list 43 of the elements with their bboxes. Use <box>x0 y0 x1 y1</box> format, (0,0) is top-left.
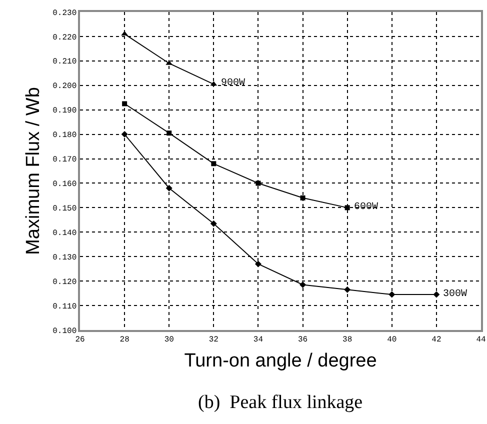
y-tick-label: 0.180 <box>52 131 77 140</box>
point <box>122 101 128 106</box>
y-tick-label: 0.130 <box>52 253 77 262</box>
y-tick-label: 0.110 <box>52 302 77 312</box>
x-tick-label: 36 <box>298 335 308 344</box>
series-label: 300W <box>443 289 468 300</box>
point <box>121 131 128 138</box>
point <box>211 161 216 166</box>
y-tick-label: 0.170 <box>52 156 77 165</box>
x-tick-label: 44 <box>476 335 486 344</box>
y-tick-label: 0.100 <box>52 326 77 336</box>
y-tick-label: 0.120 <box>52 278 77 287</box>
y-tick-label: 0.210 <box>52 58 77 67</box>
x-tick-label: 30 <box>164 335 174 344</box>
y-tick-label: 0.140 <box>52 228 77 238</box>
series-label: 900W <box>221 78 246 89</box>
x-axis-title: Turn-on angle / degree <box>184 350 377 372</box>
point <box>433 291 440 298</box>
y-tick-label: 0.160 <box>52 180 77 190</box>
point <box>300 282 306 288</box>
y-tick-label: 0.190 <box>52 106 77 116</box>
y-tick-label: 0.220 <box>52 33 77 42</box>
point <box>300 195 306 200</box>
y-tick-label: 0.150 <box>52 204 77 214</box>
x-tick-label: 42 <box>432 335 442 344</box>
y-tick-label: 0.200 <box>52 82 77 92</box>
point <box>388 291 396 298</box>
y-tick-label: 0.230 <box>52 8 77 18</box>
x-tick-label: 28 <box>120 335 130 344</box>
point <box>254 260 262 268</box>
point <box>210 220 217 227</box>
x-tick-label: 26 <box>75 335 85 344</box>
point <box>344 205 350 210</box>
point <box>344 286 351 293</box>
x-tick-label: 40 <box>387 335 397 344</box>
x-tick-label: 32 <box>208 335 219 344</box>
x-tick-label: 34 <box>253 335 264 344</box>
x-tick-label: 38 <box>342 335 352 344</box>
point <box>166 184 172 192</box>
text: (b) Peak flux linkage <box>198 392 363 413</box>
point <box>166 130 172 136</box>
point <box>256 180 261 186</box>
y-axis-title: Maximum Flux / Wb <box>22 87 44 255</box>
